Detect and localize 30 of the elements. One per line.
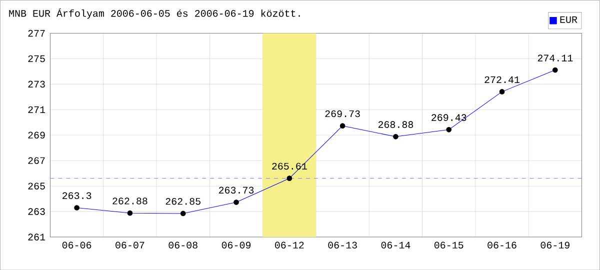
x-tick-label: 06-19 (540, 242, 570, 248)
chart-title: MNB EUR Árfolyam 2006-06-05 és 2006-06-19 között. (9, 8, 300, 19)
data-label: 272.41 (484, 76, 520, 83)
data-label: 269.73 (325, 110, 360, 118)
y-tick-label: 269 (28, 132, 45, 138)
data-label: 263.3 (62, 192, 92, 199)
data-label: 274.11 (538, 54, 573, 62)
y-tick-label: 261 (28, 234, 46, 240)
data-label: 263.73 (218, 186, 254, 194)
x-tick-label: 06-13 (328, 242, 357, 248)
y-tick-label: 263 (28, 208, 45, 215)
y-tick-label: 265 (28, 182, 45, 190)
x-tick-label: 06-15 (434, 242, 464, 248)
legend-label: EUR (560, 16, 578, 23)
y-tick-label: 267 (28, 157, 45, 164)
x-tick-label: 06-12 (275, 242, 304, 248)
data-label: 262.88 (112, 197, 148, 204)
x-tick-label: 06-07 (116, 242, 144, 248)
data-label: 269.43 (432, 114, 466, 121)
x-tick-label: 06-14 (381, 242, 410, 248)
x-tick-label: 06-16 (488, 242, 516, 248)
x-tick-label: 06-08 (168, 242, 198, 248)
x-tick-label: 06-09 (222, 242, 251, 248)
y-tick-label: 275 (28, 55, 45, 62)
data-label: 262.85 (166, 198, 200, 205)
y-tick-label: 271 (28, 106, 46, 113)
y-tick-label: 277 (28, 30, 45, 36)
y-tick-label: 273 (28, 80, 45, 88)
x-tick-label: 06-06 (62, 242, 92, 248)
data-label: 268.88 (378, 121, 414, 128)
